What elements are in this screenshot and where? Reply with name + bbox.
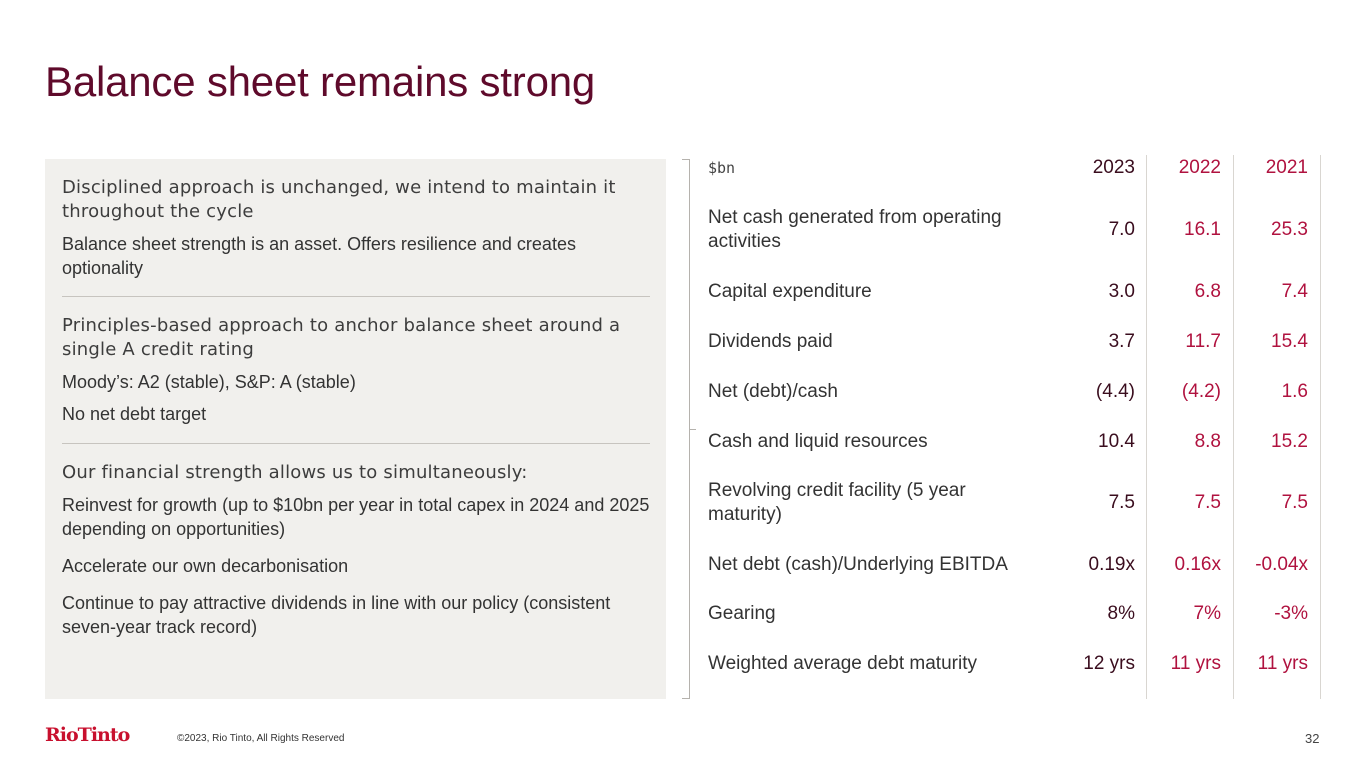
- year-header-2022: 2022: [1178, 157, 1221, 178]
- row-label: Net cash generated from operating activi…: [708, 207, 1002, 252]
- cell-2022: 11 yrs: [1170, 653, 1221, 674]
- summary-panel: Disciplined approach is unchanged, we in…: [45, 159, 666, 699]
- cell-2023: 12 yrs: [1083, 653, 1135, 674]
- section-text: Continue to pay attractive dividends in …: [62, 593, 611, 637]
- year-header-2021: 2021: [1265, 157, 1308, 178]
- rio-tinto-logo: RioTinto: [45, 724, 130, 746]
- section-strength: Our financial strength allows us to simu…: [62, 461, 650, 639]
- row-label: Gearing: [708, 603, 776, 624]
- column-divider: [1233, 155, 1234, 699]
- row-label: Capital expenditure: [708, 281, 872, 302]
- page-number: 32: [1305, 731, 1320, 746]
- cell-2021: -3%: [1274, 603, 1308, 624]
- section-text: No net debt target: [62, 404, 207, 424]
- section-text: Accelerate our own decarbonisation: [62, 556, 349, 576]
- cell-2021: 7.4: [1281, 281, 1308, 302]
- cell-2023: 10.4: [1098, 431, 1135, 452]
- cell-2021: 7.5: [1281, 492, 1308, 513]
- row-label: Cash and liquid resources: [708, 431, 928, 452]
- year-header-2023: 2023: [1092, 157, 1135, 178]
- cell-2021: 15.4: [1271, 331, 1308, 352]
- row-label: Weighted average debt maturity: [708, 653, 977, 674]
- section-text: Reinvest for growth (up to $10bn per yea…: [62, 495, 650, 539]
- row-label: Revolving credit facility (5 year maturi…: [708, 480, 966, 525]
- table-bracket-tick: [690, 429, 696, 430]
- row-label: Net debt (cash)/Underlying EBITDA: [708, 554, 1008, 575]
- cell-2023: 0.19x: [1088, 554, 1135, 575]
- divider: [62, 443, 650, 444]
- table-bracket: [682, 159, 690, 699]
- cell-2022: 11.7: [1185, 331, 1221, 352]
- cell-2021: 25.3: [1271, 219, 1308, 240]
- table-unit-label: $bn: [708, 159, 736, 177]
- cell-2021: 1.6: [1281, 381, 1308, 402]
- cell-2022: 16.1: [1184, 219, 1221, 240]
- cell-2022: 6.8: [1194, 281, 1221, 302]
- column-divider: [1320, 155, 1321, 699]
- section-heading: Principles-based approach to anchor bala…: [62, 315, 621, 360]
- row-label: Net (debt)/cash: [708, 381, 838, 402]
- section-principles: Principles-based approach to anchor bala…: [62, 314, 650, 426]
- cell-2021: -0.04x: [1255, 554, 1308, 575]
- cell-2023: (4.4): [1095, 381, 1135, 402]
- section-discipline: Disciplined approach is unchanged, we in…: [62, 176, 650, 280]
- copyright-notice: ©2023, Rio Tinto, All Rights Reserved: [177, 733, 345, 744]
- cell-2022: 0.16x: [1174, 554, 1221, 575]
- cell-2022: 7%: [1193, 603, 1221, 624]
- section-heading: Disciplined approach is unchanged, we in…: [62, 177, 616, 222]
- divider: [62, 296, 650, 297]
- cell-2022: (4.2): [1181, 381, 1221, 402]
- cell-2021: 11 yrs: [1257, 653, 1308, 674]
- column-divider: [1146, 155, 1147, 699]
- cell-2023: 8%: [1107, 603, 1135, 624]
- cell-2023: 3.0: [1108, 281, 1135, 302]
- row-label: Dividends paid: [708, 331, 833, 352]
- cell-2023: 7.0: [1108, 219, 1135, 240]
- section-text: Balance sheet strength is an asset. Offe…: [62, 234, 576, 278]
- section-text: Moody’s: A2 (stable), S&P: A (stable): [62, 372, 356, 392]
- section-heading: Our financial strength allows us to simu…: [62, 462, 528, 483]
- page-title: Balance sheet remains strong: [45, 58, 596, 105]
- cell-2021: 15.2: [1271, 431, 1308, 452]
- cell-2022: 7.5: [1194, 492, 1221, 513]
- cell-2023: 3.7: [1108, 331, 1135, 352]
- cell-2022: 8.8: [1194, 431, 1221, 452]
- cell-2023: 7.5: [1108, 492, 1135, 513]
